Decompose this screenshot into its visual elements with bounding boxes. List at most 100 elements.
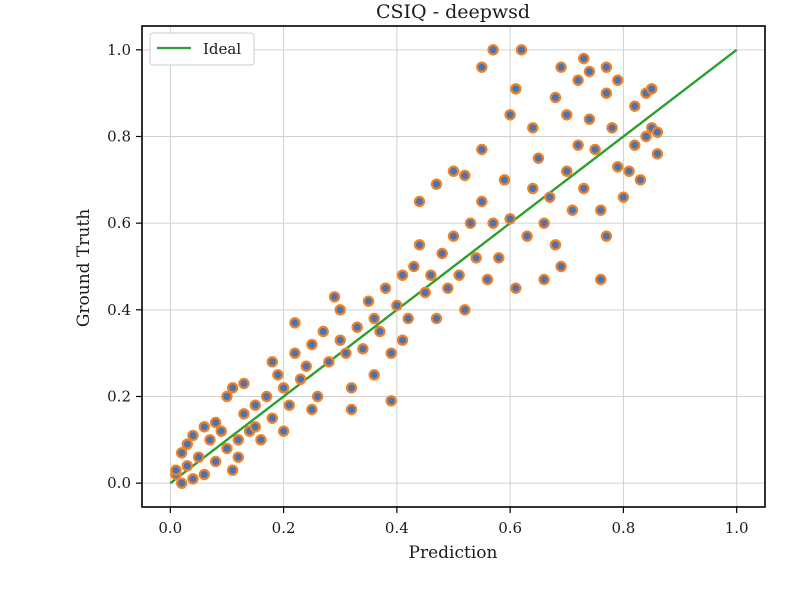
scatter-point bbox=[334, 304, 346, 316]
scatter-point bbox=[260, 390, 273, 403]
scatter-point bbox=[181, 438, 194, 450]
scatter-point bbox=[368, 312, 380, 325]
scatter-point bbox=[181, 460, 194, 472]
scatter-point bbox=[430, 178, 443, 190]
scatter-point bbox=[589, 143, 601, 156]
scatter-point bbox=[266, 412, 278, 424]
scatter-point bbox=[504, 213, 516, 225]
scatter-point bbox=[294, 373, 307, 385]
scatter-point bbox=[464, 217, 477, 229]
scatter-point bbox=[442, 282, 454, 294]
scatter-point bbox=[459, 304, 471, 316]
y-tick-label: 0.4 bbox=[107, 301, 131, 319]
scatter-point bbox=[323, 356, 335, 368]
scatter-point bbox=[272, 369, 284, 381]
scatter-point bbox=[481, 273, 494, 286]
scatter-point bbox=[612, 161, 624, 173]
scatter-point bbox=[345, 403, 358, 416]
scatter-point bbox=[555, 61, 567, 73]
x-tick-label: 0.8 bbox=[611, 519, 635, 537]
legend-ideal-label: Ideal bbox=[203, 40, 241, 58]
scatter-point bbox=[578, 182, 590, 195]
scatter-point bbox=[617, 191, 630, 203]
scatter-point bbox=[504, 109, 516, 121]
scatter-point bbox=[311, 390, 324, 403]
scatter-point bbox=[538, 273, 550, 286]
scatter-point bbox=[583, 113, 596, 125]
scatter-point bbox=[651, 126, 664, 138]
scatter-point bbox=[595, 204, 607, 216]
scatter-point bbox=[408, 260, 420, 273]
scatter-point bbox=[566, 204, 579, 216]
scatter-point bbox=[396, 269, 409, 281]
scatter-point bbox=[413, 195, 426, 208]
scatter-point bbox=[447, 165, 460, 177]
scatter-point bbox=[215, 425, 227, 437]
scatter-point bbox=[629, 100, 641, 112]
scatter-point bbox=[459, 169, 471, 182]
scatter-point bbox=[277, 425, 290, 437]
scatter-point bbox=[555, 260, 567, 273]
scatter-point bbox=[447, 230, 460, 242]
scatter-point bbox=[646, 83, 658, 95]
scatter-point bbox=[170, 464, 182, 476]
legend-box bbox=[149, 32, 255, 66]
scatter-point bbox=[612, 74, 624, 86]
scatter-point bbox=[385, 347, 397, 359]
scatter-point bbox=[402, 312, 414, 325]
scatter-point bbox=[600, 230, 613, 242]
scatter-point bbox=[306, 403, 318, 416]
scatter-point bbox=[538, 217, 550, 229]
scatter-point bbox=[396, 334, 409, 346]
scatter-point bbox=[249, 399, 261, 411]
x-tick-label: 0.4 bbox=[385, 519, 409, 537]
scatter-point bbox=[300, 360, 312, 372]
scatter-point bbox=[198, 421, 210, 433]
scatter-point bbox=[561, 165, 573, 177]
scatter-point bbox=[425, 269, 437, 281]
scatter-point bbox=[221, 390, 233, 403]
scatter-point bbox=[527, 122, 539, 134]
scatter-point bbox=[238, 377, 250, 390]
scatter-point bbox=[226, 382, 239, 394]
scatter-point bbox=[549, 91, 562, 104]
x-tick-label: 0.6 bbox=[498, 519, 522, 537]
scatter-point bbox=[453, 269, 465, 281]
scatter-point bbox=[493, 252, 505, 264]
scatter-point bbox=[527, 182, 539, 195]
scatter-point bbox=[306, 338, 318, 351]
x-tick-label: 0.2 bbox=[272, 519, 296, 537]
scatter-point bbox=[277, 382, 290, 394]
scatter-point bbox=[487, 217, 499, 229]
scatter-point bbox=[430, 312, 443, 325]
scatter-point bbox=[226, 464, 239, 476]
scatter-point bbox=[629, 139, 641, 151]
plot-frame bbox=[141, 25, 766, 508]
scatter-point bbox=[510, 282, 522, 294]
scatter-point bbox=[476, 143, 488, 156]
y-tick-label: 1.0 bbox=[107, 41, 131, 59]
scatter-point bbox=[221, 442, 233, 455]
scatter-point bbox=[289, 317, 301, 329]
legend: Ideal bbox=[149, 32, 255, 66]
y-tick-label: 0.8 bbox=[107, 128, 131, 146]
x-tick-label: 1.0 bbox=[725, 519, 749, 537]
y-axis-label: Ground Truth bbox=[74, 209, 94, 327]
scatter-point bbox=[317, 325, 329, 338]
scatter-point bbox=[623, 165, 635, 177]
scatter-point bbox=[600, 61, 613, 73]
scatter-point bbox=[476, 61, 488, 73]
scatter-point bbox=[549, 239, 562, 251]
scatter-point bbox=[561, 109, 573, 121]
scatter-point bbox=[436, 247, 448, 260]
scatter-point bbox=[232, 434, 244, 446]
scatter-point bbox=[413, 239, 426, 251]
scatter-point bbox=[175, 477, 188, 489]
scatter-point bbox=[289, 347, 301, 359]
scatter-point bbox=[255, 434, 267, 446]
scatter-point bbox=[351, 321, 363, 333]
scatter-point bbox=[198, 468, 210, 481]
scatter-point bbox=[640, 130, 652, 143]
scatter-point bbox=[357, 343, 369, 355]
